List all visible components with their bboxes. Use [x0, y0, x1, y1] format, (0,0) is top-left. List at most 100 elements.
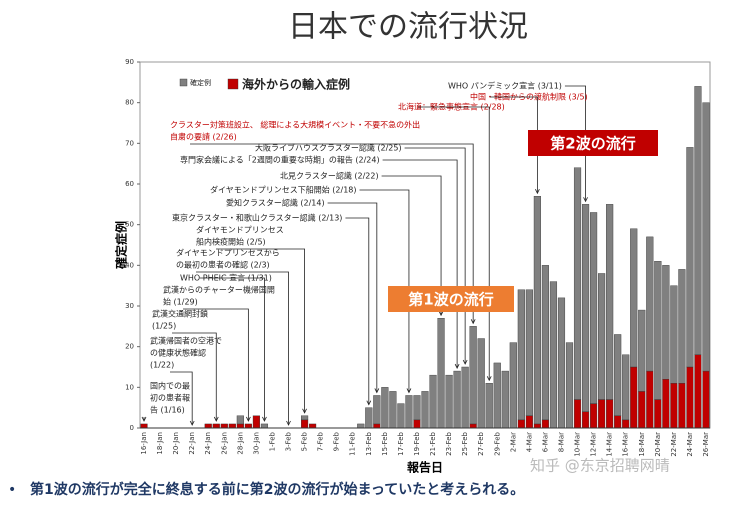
bar-segment [630, 228, 638, 368]
bar-segment [477, 338, 485, 429]
bar-segment [654, 261, 662, 400]
bar-segment [606, 399, 614, 429]
x-tick-label: 10-Mar [574, 432, 582, 457]
bar-segment [654, 399, 662, 429]
bar-segment [501, 370, 509, 429]
bar-segment [541, 265, 549, 421]
bar-segment [517, 289, 525, 421]
bar-segment [565, 342, 574, 429]
annotation: 初の患者報 [150, 393, 190, 403]
annotation: の最初の患者の確認 (2/3) [176, 260, 270, 270]
x-tick-label: 24-Jan [204, 432, 212, 455]
note: 第1波の流行が完全に終息する前に第2波の流行が始まっていたと考えられる。 [30, 481, 524, 498]
x-tick-label: 18-Jan [156, 432, 164, 455]
x-tick-label: 4-Mar [525, 432, 533, 452]
annotation: WHO PHEIC 宣言 (1/31) [180, 273, 272, 283]
legend-swatch [227, 78, 239, 90]
bar-segment [622, 354, 630, 421]
x-tick-label: 2-Mar [509, 432, 517, 452]
annotation: 北見クラスター認識 (2/22) [280, 171, 379, 181]
bar-segment [373, 395, 381, 425]
bar-segment [140, 423, 148, 429]
x-tick-label: 28-Jan [236, 432, 244, 455]
bar-segment [357, 423, 365, 429]
x-tick-label: 11-Feb [349, 431, 357, 455]
annotation-arrow [216, 248, 305, 413]
arrow-head [462, 359, 468, 365]
x-tick-label: 21-Feb [429, 431, 437, 455]
legend-label: 確定例 [190, 78, 211, 87]
bar-segment [573, 399, 582, 429]
bar-segment [694, 86, 702, 355]
arrow-head [406, 388, 412, 394]
bar-segment [678, 383, 686, 429]
x-tick-label: 16-Jan [140, 432, 148, 455]
bar-segment [212, 423, 220, 429]
x-tick-label: 6-Mar [541, 432, 549, 452]
annotation: 武漢交通網封鎖 [152, 309, 208, 319]
x-tick-label: 17-Feb [397, 431, 405, 455]
bar-segment [533, 423, 541, 429]
annotation: 自粛の要請 (2/26) [170, 132, 237, 142]
wave-label: 第1波の流行 [408, 291, 493, 309]
bar-segment [309, 423, 317, 429]
annotation: 愛知クラスター認識 (2/14) [226, 198, 325, 208]
y-tick-label: 70 [125, 139, 134, 147]
annotation: 大阪ライブハウスクラスター認識 (2/25) [255, 143, 402, 153]
bar-segment [622, 419, 630, 429]
legend-label: 海外からの輸入症例 [242, 77, 350, 92]
annotation: 北海道：緊急事態宣言 (2/28) [398, 102, 505, 112]
annotation-arrow [327, 202, 378, 393]
x-tick-label: 14-Mar [606, 432, 614, 457]
y-tick-label: 10 [125, 383, 134, 391]
bar-segment [453, 370, 461, 429]
wave-label: 第2波の流行 [550, 135, 635, 153]
annotation: 専門家会議による「2週間の重要な時期」の報告 (2/24) [180, 155, 380, 165]
bar-segment [461, 366, 469, 429]
bar-segment [301, 415, 309, 421]
x-tick-label: 20-Mar [654, 432, 662, 457]
annotation-arrow [345, 217, 370, 405]
annotation: ダイヤモンドプリンセス [196, 225, 284, 235]
bar-segment [638, 391, 646, 429]
bar-segment [533, 195, 541, 425]
annotation: 始 (1/29) [163, 297, 198, 307]
annotation-arrow [196, 271, 289, 425]
bar-segment [493, 362, 501, 429]
annotation-arrow [490, 96, 538, 194]
annotation-arrow [190, 143, 474, 324]
x-tick-label: 26-Jan [220, 432, 228, 455]
annotation-arrow [172, 332, 217, 421]
bar-segment [525, 289, 533, 417]
bar-segment [381, 387, 389, 429]
bar-segment [413, 419, 421, 429]
bar-segment [469, 423, 477, 429]
arrow-head [246, 416, 251, 422]
annotation-arrow [404, 147, 466, 364]
x-tick-label: 24-Mar [686, 432, 694, 457]
x-tick-label: 26-Mar [702, 432, 710, 457]
bar-segment [614, 415, 622, 429]
bar-segment [413, 395, 421, 421]
x-tick-label: 23-Feb [445, 431, 453, 455]
bar-segment [686, 147, 694, 368]
annotation-arrow [200, 277, 265, 421]
bar-segment [541, 419, 549, 429]
annotation: 武漢帰国者の空港で [150, 336, 222, 346]
bar-segment [646, 236, 654, 372]
bar-segment [670, 383, 678, 429]
bar-segment [445, 374, 453, 429]
arrow-head [262, 416, 267, 422]
chart-title: 日本での流行状況 [288, 10, 528, 45]
annotation: 中国・韓国からの渡航制限 (3/5) [470, 92, 588, 102]
bar-segment [244, 423, 252, 429]
bar-segment [686, 366, 694, 429]
x-tick-label: 18-Mar [638, 432, 646, 457]
annotation: (1/25) [152, 322, 176, 331]
bar-segment [252, 415, 260, 429]
x-tick-label: 30-Jan [252, 432, 260, 455]
annotation-arrow [564, 85, 586, 202]
wave-label-box [528, 130, 658, 156]
